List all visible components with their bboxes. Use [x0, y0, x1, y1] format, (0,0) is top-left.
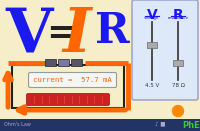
- Text: Ohm's Law: Ohm's Law: [4, 122, 31, 127]
- Bar: [12, 65, 124, 108]
- Bar: [58, 59, 69, 66]
- Bar: [173, 60, 183, 66]
- Bar: [147, 42, 157, 48]
- Text: resistance: resistance: [168, 16, 188, 20]
- Bar: [45, 59, 56, 66]
- Text: ♪ ■: ♪ ■: [155, 122, 166, 127]
- Text: V: V: [5, 5, 52, 65]
- Text: I: I: [62, 5, 91, 65]
- Text: 78 Ω: 78 Ω: [172, 83, 184, 88]
- Text: =: =: [46, 16, 76, 50]
- Text: PhET: PhET: [182, 121, 200, 130]
- FancyBboxPatch shape: [29, 72, 116, 88]
- Text: R: R: [173, 8, 183, 22]
- Text: V: V: [147, 8, 157, 22]
- Text: R: R: [95, 10, 130, 52]
- Text: 4.5 V: 4.5 V: [145, 83, 159, 88]
- Circle shape: [172, 105, 184, 116]
- Bar: [71, 59, 82, 66]
- Text: voltage: voltage: [144, 16, 160, 20]
- FancyBboxPatch shape: [132, 0, 198, 100]
- Text: current =  57.7 mA: current = 57.7 mA: [33, 78, 112, 83]
- Bar: [0, 119, 200, 131]
- FancyBboxPatch shape: [26, 94, 110, 105]
